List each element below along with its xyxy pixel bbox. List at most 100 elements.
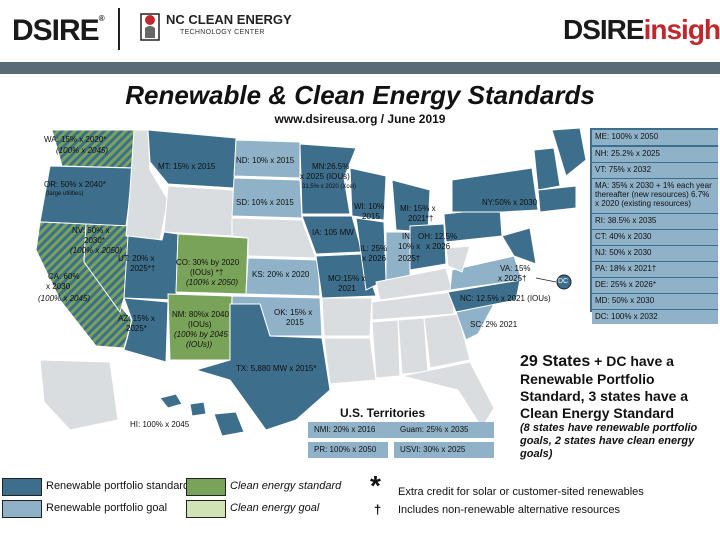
label-wa-1: WA: 15% x 2020* xyxy=(44,135,107,144)
nccet-logo-icon xyxy=(140,13,160,41)
state-mo xyxy=(315,253,377,299)
state-wi xyxy=(349,167,387,221)
summary-line: + DC have a Renewable Portfolio Standard… xyxy=(520,353,689,421)
page-title: Renewable & Clean Energy Standards xyxy=(125,80,595,110)
header-divider xyxy=(118,8,120,50)
state-wv xyxy=(445,245,471,273)
label-oh-2: x 2026 xyxy=(426,242,451,251)
label-tx: TX: 5,880 MW x 2015* xyxy=(236,364,317,373)
label-ny: NY:50% x 2030 xyxy=(482,198,538,207)
note-star-text: Extra credit for solar or customer-sited… xyxy=(398,486,644,498)
legend-swatch-rps-standard xyxy=(2,478,42,496)
label-co-2: (IOUs) *† xyxy=(190,268,224,277)
label-in-2: 10% x xyxy=(398,242,421,251)
state-va xyxy=(449,255,523,291)
note-star-symbol: * xyxy=(370,470,381,501)
state-nh-vt xyxy=(533,147,561,191)
state-me xyxy=(551,127,587,177)
label-nm-2: (IOUs) xyxy=(188,320,212,329)
legend-swatch-ces-goal xyxy=(186,500,226,518)
label-or-2: (large utilities) xyxy=(46,191,84,197)
legend-swatch-ces-standard xyxy=(186,478,226,496)
label-mi-2: 2021*† xyxy=(408,214,434,223)
legend-ces-goal: Clean energy goal xyxy=(230,502,320,514)
state-nd xyxy=(233,139,301,179)
note-dagger-symbol: † xyxy=(374,502,382,517)
label-nm-3: (100% by 2045 xyxy=(174,330,228,339)
dsire-logo[interactable]: DSIRE® xyxy=(12,14,105,48)
legend-rps-standard: Renewable portfolio standard xyxy=(46,480,190,492)
legend-ces-standard: Clean energy standard xyxy=(230,480,342,492)
state-nj-de-md xyxy=(501,227,537,265)
label-il-1: IL: 25% xyxy=(360,244,388,253)
ne-row-de: DE: 25% x 2026* xyxy=(592,278,718,293)
label-mn-3: 31.5% x 2020 (Xcel) xyxy=(302,184,357,190)
page-subtitle: www.dsireusa.org / June 2019 xyxy=(274,112,446,126)
state-la xyxy=(323,337,377,385)
label-in-1: IN: xyxy=(402,232,413,241)
summary-text: 29 States + DC have a Renewable Portfoli… xyxy=(520,352,720,422)
state-az xyxy=(123,297,169,363)
legend-rps-goal: Renewable portfolio goal xyxy=(46,502,168,514)
partner-name: NC CLEAN ENERGY xyxy=(166,12,292,27)
state-ma-ct-ri xyxy=(537,185,577,213)
ne-row-dc: DC: 100% x 2032 xyxy=(592,310,718,324)
ne-row-nh: NH: 25.2% x 2025 xyxy=(592,147,718,162)
label-co-3: (100% x 2050) xyxy=(186,278,239,287)
label-il-2: x 2026 xyxy=(362,254,387,263)
summary-subtext: (8 states have renewable portfolio goals… xyxy=(520,422,698,461)
label-dc: DC xyxy=(558,278,569,285)
territory-pr: PR: 100% x 2050 xyxy=(308,442,388,458)
state-oh xyxy=(409,223,447,271)
label-mn-2: x 2025 (IOUs) xyxy=(300,172,350,181)
partner-subname: TECHNOLOGY CENTER xyxy=(180,29,265,36)
ne-row-pa: PA: 18% x 2021† xyxy=(592,262,718,277)
label-ok-1: OK: 15% x xyxy=(274,308,313,317)
dsire-insight-logo-b: insight xyxy=(643,14,720,45)
label-oh-1: OH: 12.5% xyxy=(418,232,458,241)
registered-mark: ® xyxy=(98,14,105,23)
state-ak xyxy=(39,359,119,431)
state-nv xyxy=(83,223,131,314)
label-va-2: x 2025† xyxy=(498,274,527,283)
label-sd: SD: 10% x 2015 xyxy=(236,198,294,207)
ne-row-md: MD: 50% x 2030 xyxy=(592,294,718,309)
header-bar xyxy=(0,62,720,74)
label-mo-2: 2021 xyxy=(338,284,356,293)
label-nc: NC: 12.5% x 2021 (IOUs) xyxy=(460,294,551,303)
label-nv-3: (100% x 2050) xyxy=(70,246,123,255)
state-ar xyxy=(321,297,373,337)
territory-usvi: USVI: 30% x 2025 xyxy=(394,442,494,458)
state-fl xyxy=(401,361,495,429)
label-nv-1: NV: 50% x xyxy=(72,226,110,235)
state-sd xyxy=(231,177,303,219)
state-wy xyxy=(163,185,235,237)
label-ks: KS: 20% x 2020 xyxy=(252,270,310,279)
label-mi-1: MI: 15% x xyxy=(400,204,436,213)
label-va-1: VA: 15% xyxy=(500,264,531,273)
state-ny xyxy=(451,167,539,213)
label-mo-1: MO:15% x xyxy=(328,274,366,283)
label-ia: IA: 105 MW xyxy=(312,228,354,237)
label-mn-1: MN:26.5% xyxy=(312,162,350,171)
label-wi-2: 2015 xyxy=(362,212,380,221)
label-ca-3: (100% x 2045) xyxy=(38,294,91,303)
territory-guam: Guam: 25% x 2035 xyxy=(394,422,494,438)
label-az-2: 2025* xyxy=(126,324,147,333)
territory-nmi: NMI: 20% x 2016 xyxy=(308,422,406,438)
label-or-1: OR: 50% x 2040* xyxy=(44,180,106,189)
state-hi xyxy=(159,393,245,437)
state-mn xyxy=(299,143,357,215)
dsire-insight-logo[interactable]: DSIREinsight xyxy=(563,14,720,46)
state-ga xyxy=(423,313,471,369)
label-ok-2: 2015 xyxy=(286,318,304,327)
territories-title: U.S. Territories xyxy=(340,406,426,420)
label-nm-1: NM: 80%x 2040 xyxy=(172,310,229,319)
summary-count: 29 States xyxy=(520,353,591,370)
label-nm-4: (IOUs)) xyxy=(186,340,213,349)
label-wi-1: WI: 10% xyxy=(354,202,385,211)
label-az-1: AZ: 15% x xyxy=(118,314,155,323)
legend-swatch-rps-goal xyxy=(2,500,42,518)
label-in-3: 2025† xyxy=(398,254,421,263)
